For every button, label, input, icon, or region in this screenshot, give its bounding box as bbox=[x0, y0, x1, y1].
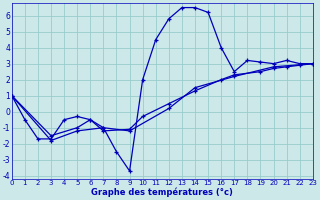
X-axis label: Graphe des températures (°c): Graphe des températures (°c) bbox=[91, 188, 233, 197]
